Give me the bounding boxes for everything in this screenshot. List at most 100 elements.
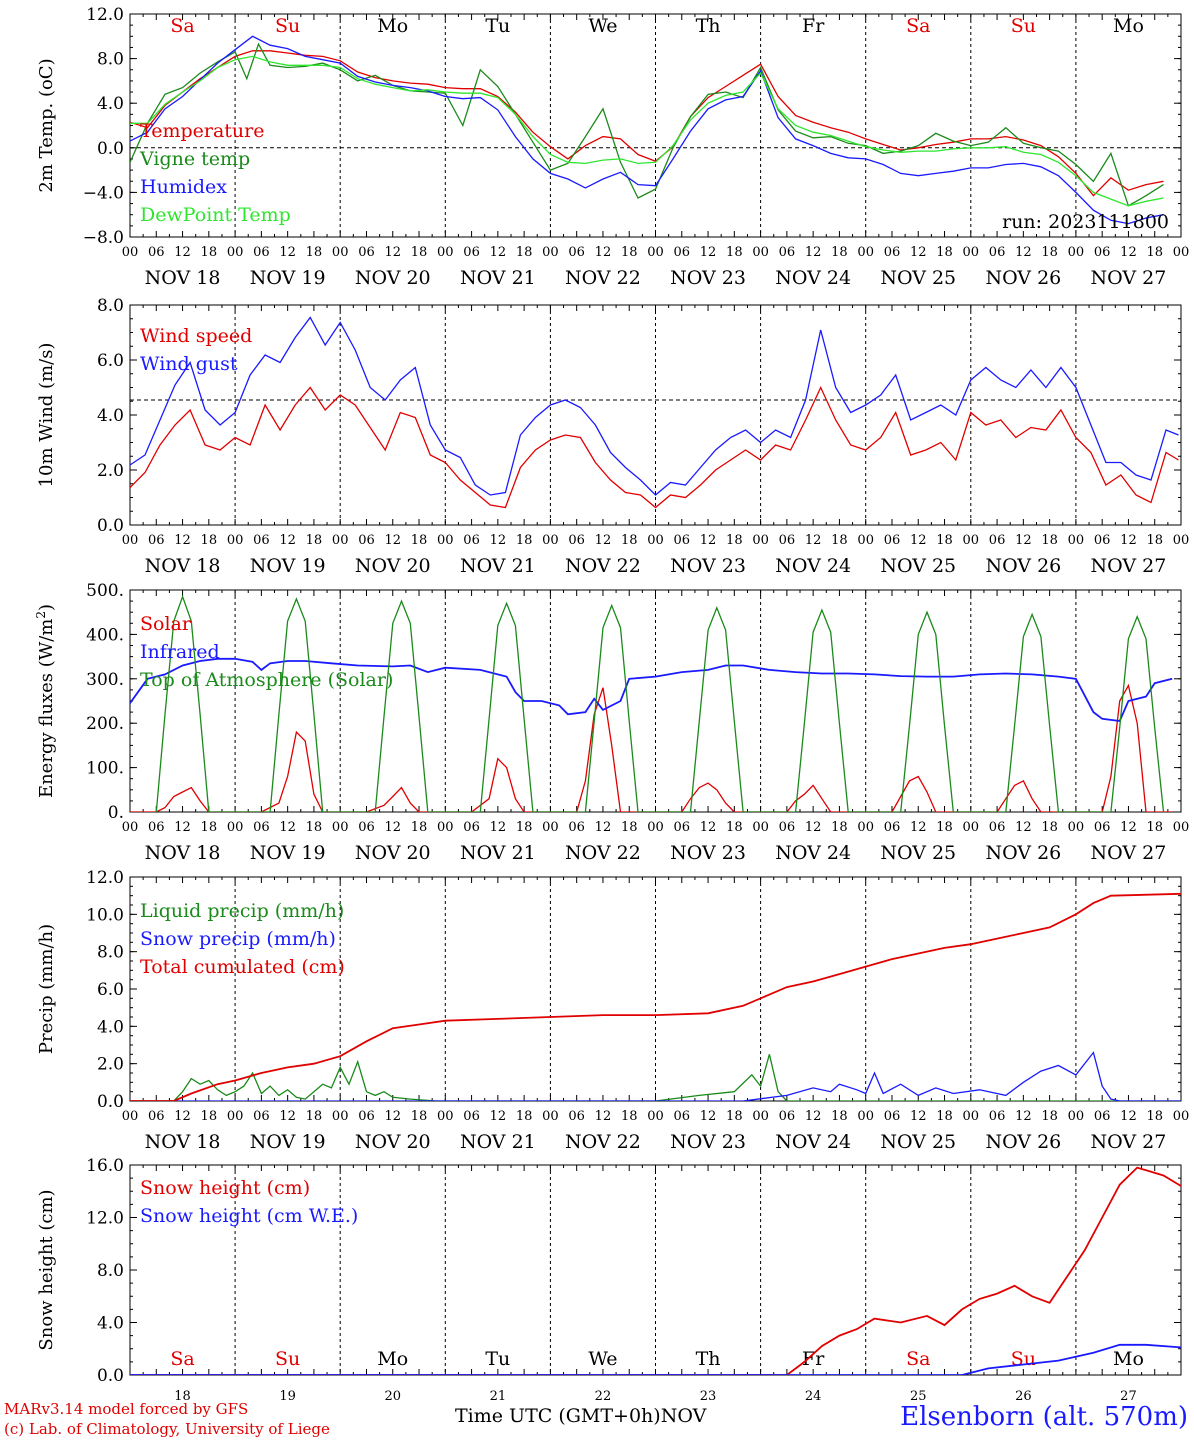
hour-tick-label: 12 bbox=[490, 820, 507, 835]
hour-tick-label: 12 bbox=[174, 245, 191, 260]
y-tick-label: 8.0 bbox=[97, 50, 124, 70]
hour-tick-label: 12 bbox=[595, 533, 612, 548]
hour-tick-label: 06 bbox=[148, 820, 165, 835]
hour-tick-label: 00 bbox=[122, 245, 139, 260]
x-axis-label: Time UTC (GMT+0h)NOV bbox=[455, 1405, 706, 1427]
hour-tick-label: 18 bbox=[726, 533, 743, 548]
y-axis-label-sup: 2 bbox=[34, 611, 48, 619]
day-number-label: 22 bbox=[595, 1389, 612, 1404]
day-number-label: 27 bbox=[1120, 1389, 1137, 1404]
weekday-label: Th bbox=[696, 1348, 721, 1370]
date-label: NOV 19 bbox=[250, 267, 326, 289]
hour-tick-label: 12 bbox=[1120, 820, 1137, 835]
y-tick-label: 0.0 bbox=[97, 1366, 124, 1386]
y-tick-label: 6.0 bbox=[97, 351, 124, 371]
hour-tick-label: 06 bbox=[568, 245, 585, 260]
hour-tick-label: 12 bbox=[1120, 245, 1137, 260]
date-label: NOV 27 bbox=[1091, 1131, 1167, 1153]
date-label: NOV 24 bbox=[775, 1131, 851, 1153]
hour-tick-label: 00 bbox=[1068, 1109, 1085, 1124]
hour-tick-label: 06 bbox=[463, 820, 480, 835]
y-tick-label: 12.0 bbox=[86, 1209, 124, 1229]
y-tick-label: 4.0 bbox=[97, 1314, 124, 1334]
hour-tick-label: 00 bbox=[227, 820, 244, 835]
series-line bbox=[130, 683, 1173, 812]
hour-tick-label: 00 bbox=[857, 820, 874, 835]
y-tick-label: 16.0 bbox=[86, 1156, 124, 1176]
date-label: NOV 18 bbox=[145, 267, 221, 289]
hour-tick-label: 12 bbox=[805, 1109, 822, 1124]
hour-tick-label: 12 bbox=[805, 820, 822, 835]
y-tick-label: 8.0 bbox=[97, 296, 124, 316]
y-tick-label: 100. bbox=[86, 759, 124, 779]
date-label: NOV 24 bbox=[775, 842, 851, 864]
weekday-label: Su bbox=[275, 15, 300, 37]
date-label: NOV 25 bbox=[880, 842, 956, 864]
hour-tick-label: 00 bbox=[542, 533, 559, 548]
hour-tick-label: 06 bbox=[884, 533, 901, 548]
panel-4: 12.0 10.0 8.0 6.0 4.0 2.0 0.0 Precip (mm/h) 00 06… bbox=[36, 868, 1189, 1153]
x-axis-month: NOV bbox=[660, 1405, 707, 1427]
hour-tick-label: 12 bbox=[910, 533, 927, 548]
legend-entry: Humidex bbox=[140, 176, 227, 198]
y-tick-label: 0.0 bbox=[97, 139, 124, 159]
hour-tick-label: 00 bbox=[647, 820, 664, 835]
y-tick-label: 400. bbox=[86, 625, 124, 645]
hour-tick-label: 12 bbox=[174, 1109, 191, 1124]
hour-tick-label: 00 bbox=[752, 245, 769, 260]
panel-2: 8.0 6.0 4.0 2.0 0.0 10m Wind (m/s) 00 06 12 18 00 0… bbox=[36, 296, 1189, 577]
day-number-label: 25 bbox=[910, 1389, 927, 1404]
y-axis-label: 10m Wind (m/s) bbox=[36, 343, 57, 488]
hour-tick-label: 00 bbox=[332, 245, 349, 260]
hour-tick-label: 18 bbox=[1041, 533, 1058, 548]
y-axis-label: Precip (mm/h) bbox=[36, 924, 57, 1054]
hour-tick-label: 12 bbox=[279, 245, 296, 260]
hour-tick-label: 00 bbox=[647, 1109, 664, 1124]
date-label: NOV 27 bbox=[1091, 555, 1167, 577]
date-label: NOV 22 bbox=[565, 1131, 641, 1153]
date-label: NOV 20 bbox=[355, 555, 431, 577]
date-label: NOV 21 bbox=[460, 1131, 536, 1153]
hour-tick-label: 00 bbox=[752, 533, 769, 548]
day-number-label: 20 bbox=[384, 1389, 401, 1404]
hour-tick-label: 00 bbox=[857, 533, 874, 548]
weekday-label: Su bbox=[1011, 15, 1036, 37]
series-line bbox=[155, 594, 1165, 812]
series-line bbox=[130, 657, 1173, 722]
weekday-label: Tu bbox=[485, 1348, 510, 1370]
date-label: NOV 26 bbox=[985, 555, 1061, 577]
y-tick-label: 300. bbox=[86, 670, 124, 690]
hour-tick-label: 00 bbox=[332, 533, 349, 548]
hour-tick-label: 06 bbox=[1094, 245, 1111, 260]
hour-tick-label: 06 bbox=[779, 1109, 796, 1124]
day-number-label: 26 bbox=[1015, 1389, 1032, 1404]
hour-tick-label: 06 bbox=[463, 1109, 480, 1124]
x-axis-title: Time UTC (GMT+0h) bbox=[455, 1405, 661, 1427]
legend-entry: Snow height (cm W.E.) bbox=[140, 1205, 358, 1227]
weekday-label: Tu bbox=[485, 15, 510, 37]
hour-tick-label: 18 bbox=[306, 1109, 323, 1124]
date-label: NOV 20 bbox=[355, 842, 431, 864]
hour-tick-label: 06 bbox=[253, 245, 270, 260]
hour-tick-label: 18 bbox=[831, 1109, 848, 1124]
date-label: NOV 23 bbox=[670, 842, 746, 864]
hour-tick-label: 06 bbox=[358, 533, 375, 548]
hour-tick-label: 00 bbox=[122, 1109, 139, 1124]
hour-tick-label: 18 bbox=[726, 245, 743, 260]
hour-tick-label: 00 bbox=[963, 533, 980, 548]
hour-tick-label: 18 bbox=[936, 245, 953, 260]
date-label: NOV 21 bbox=[460, 842, 536, 864]
hour-tick-label: 18 bbox=[621, 1109, 638, 1124]
hour-tick-label: 18 bbox=[306, 245, 323, 260]
hour-tick-label: 12 bbox=[700, 533, 717, 548]
date-label: NOV 22 bbox=[565, 842, 641, 864]
hour-tick-label: 12 bbox=[595, 820, 612, 835]
weekday-label: Su bbox=[1011, 1348, 1036, 1370]
hour-tick-label: 18 bbox=[621, 533, 638, 548]
hour-tick-label: 00 bbox=[332, 820, 349, 835]
hour-tick-label: 12 bbox=[910, 820, 927, 835]
date-label: NOV 27 bbox=[1091, 267, 1167, 289]
hour-tick-label: 06 bbox=[358, 245, 375, 260]
hour-tick-label: 06 bbox=[253, 1109, 270, 1124]
y-tick-label: 8.0 bbox=[97, 1261, 124, 1281]
